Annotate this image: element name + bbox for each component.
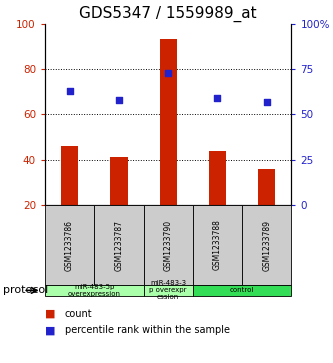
Text: protocol: protocol <box>3 285 49 295</box>
Bar <box>209 151 226 205</box>
Bar <box>45 285 144 296</box>
Text: ■: ■ <box>45 309 56 319</box>
Point <box>166 70 171 76</box>
Point <box>264 99 269 105</box>
Bar <box>45 205 94 285</box>
Text: GSM1233789: GSM1233789 <box>262 220 271 270</box>
Title: GDS5347 / 1559989_at: GDS5347 / 1559989_at <box>79 6 257 22</box>
Bar <box>61 146 78 205</box>
Point <box>67 88 72 94</box>
Text: ■: ■ <box>45 325 56 335</box>
Text: count: count <box>65 309 93 319</box>
Point <box>215 95 220 101</box>
Text: GSM1233790: GSM1233790 <box>164 220 173 270</box>
Text: percentile rank within the sample: percentile rank within the sample <box>65 325 230 335</box>
Point <box>116 97 122 103</box>
Bar <box>94 205 144 285</box>
Bar <box>144 205 193 285</box>
Bar <box>258 169 275 205</box>
Text: GSM1233788: GSM1233788 <box>213 220 222 270</box>
Bar <box>160 40 177 205</box>
Text: control: control <box>230 287 254 293</box>
Bar <box>193 205 242 285</box>
Bar <box>242 205 291 285</box>
Bar <box>144 285 193 296</box>
Text: miR-483-5p
overexpression: miR-483-5p overexpression <box>68 284 121 297</box>
Bar <box>110 158 128 205</box>
Bar <box>193 285 291 296</box>
Text: GSM1233786: GSM1233786 <box>65 220 74 270</box>
Text: miR-483-3
p overexpr
ession: miR-483-3 p overexpr ession <box>150 280 187 301</box>
Text: GSM1233787: GSM1233787 <box>114 220 124 270</box>
